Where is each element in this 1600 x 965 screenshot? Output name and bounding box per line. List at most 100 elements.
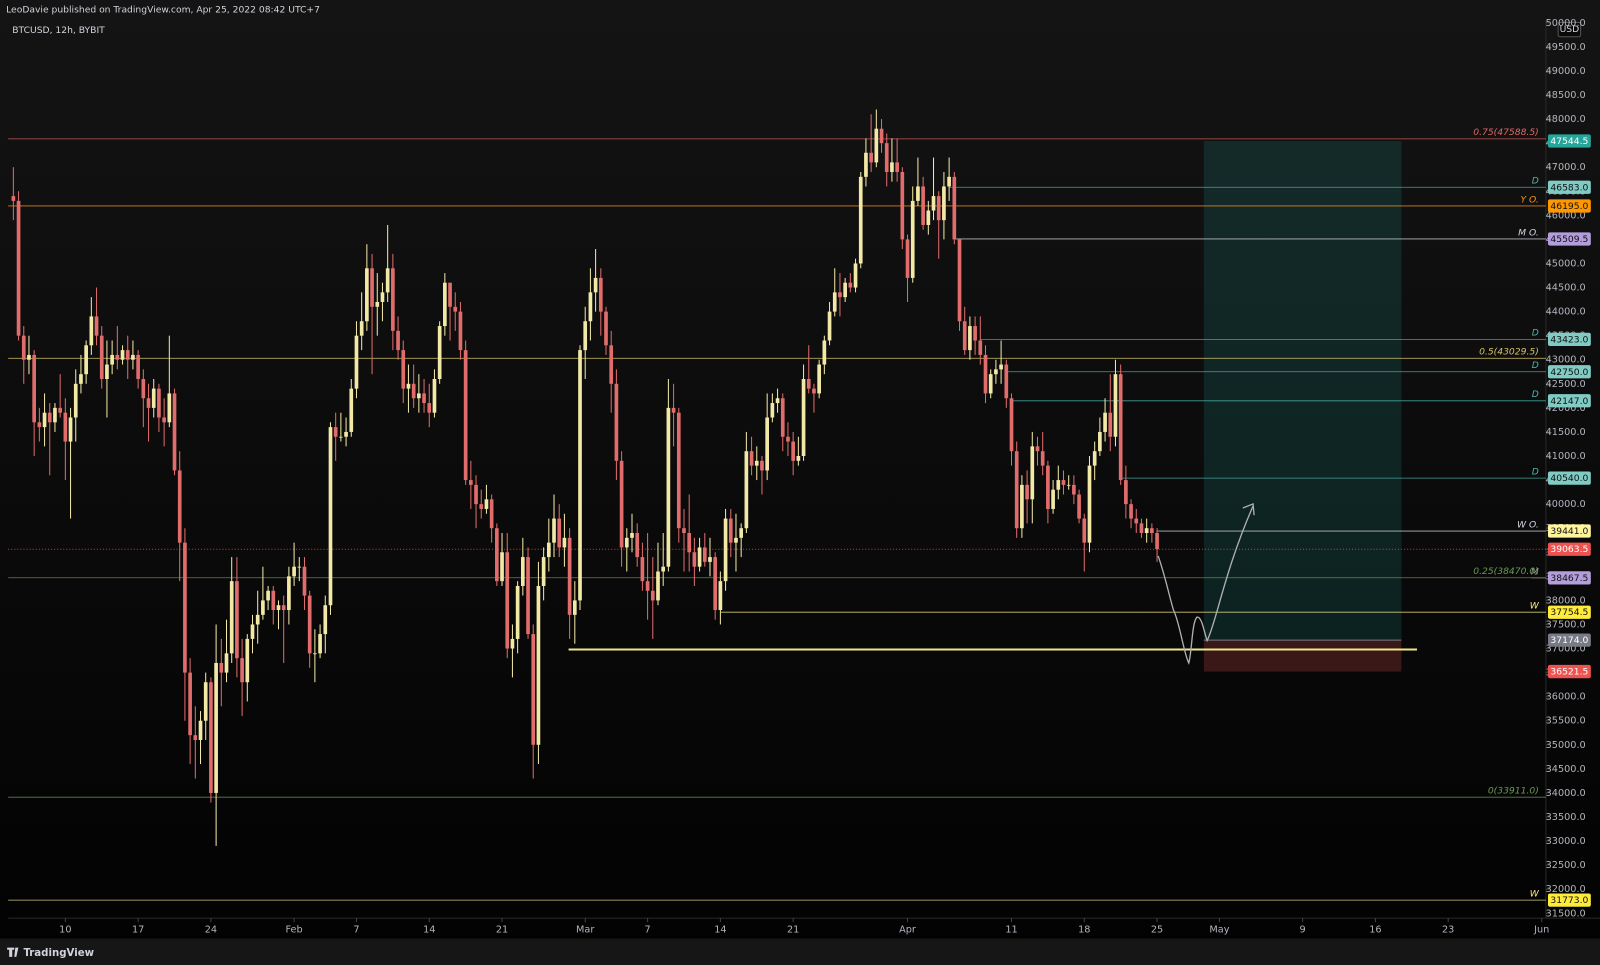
candle-body xyxy=(318,634,322,654)
price-tag xyxy=(1547,893,1591,907)
y-tick-label: 41000.0 xyxy=(1546,451,1586,462)
y-tick-label: 40000.0 xyxy=(1546,499,1586,510)
price-tag-label: 45509.5 xyxy=(1550,234,1588,245)
candle-body xyxy=(47,412,52,423)
candle-body xyxy=(1072,484,1076,495)
candle-body xyxy=(848,282,853,288)
candle-body xyxy=(494,528,499,582)
candle-body xyxy=(843,282,847,298)
price-tag-label: 46583.0 xyxy=(1550,182,1588,193)
candle-body xyxy=(682,528,686,534)
candle-body xyxy=(1082,518,1087,543)
y-tick-label: 42000.0 xyxy=(1546,403,1586,414)
candle-body xyxy=(1155,533,1159,550)
candle-body xyxy=(188,672,192,736)
candle-body xyxy=(900,172,905,240)
candle-body xyxy=(370,268,374,307)
candle-body xyxy=(552,518,556,543)
candle-body xyxy=(905,239,910,278)
candle-body xyxy=(1066,484,1071,486)
symbol-title: BTCUSD, 12h, BYBIT xyxy=(12,25,105,36)
candle-body xyxy=(229,581,234,654)
candle-body xyxy=(53,407,57,423)
candle-body xyxy=(266,590,270,601)
candle-body xyxy=(546,542,551,558)
candle-body xyxy=(999,364,1003,370)
y-tick-label: 33500.0 xyxy=(1546,812,1586,823)
candle-body xyxy=(520,557,525,586)
currency-box xyxy=(1557,21,1582,38)
candle-body xyxy=(333,427,338,437)
candle-body xyxy=(749,451,754,466)
candle-body xyxy=(650,590,655,601)
candle-body xyxy=(780,398,785,437)
candle-body xyxy=(931,196,936,211)
candle-body xyxy=(84,345,88,375)
candle-body xyxy=(614,383,619,461)
candle-body xyxy=(723,518,728,582)
candle-body xyxy=(224,653,229,673)
candle-body xyxy=(162,417,166,423)
level-text: 0.25(38470.0) xyxy=(1473,566,1539,577)
candle-body xyxy=(666,407,671,567)
price-tag xyxy=(1547,365,1591,379)
candle-body xyxy=(339,436,343,438)
candle-body xyxy=(380,292,385,302)
candle-body xyxy=(448,282,452,307)
y-tick-label: 48500.0 xyxy=(1546,90,1586,101)
candle-body xyxy=(375,301,380,307)
candle-body xyxy=(817,364,821,394)
candle-body xyxy=(1009,398,1014,452)
y-tick-label: 36000.0 xyxy=(1546,692,1586,703)
candle-body xyxy=(32,354,36,423)
candle-body xyxy=(68,417,73,442)
level-text: W xyxy=(1530,601,1540,612)
x-tick-label: 25 xyxy=(1151,924,1163,935)
candle-body xyxy=(193,735,198,740)
candle-body xyxy=(120,350,125,360)
y-tick-label: 43000.0 xyxy=(1546,355,1586,366)
y-tick-label: 34500.0 xyxy=(1546,764,1586,775)
candle-body xyxy=(692,552,697,567)
candle-body xyxy=(443,282,447,327)
candle-body xyxy=(1098,431,1102,452)
price-axis: 31500.0 32000.0 32500.0 33000.0 33500.0 34000… xyxy=(59,18,1591,935)
candle-body xyxy=(827,311,832,341)
y-tick-label: 45000.0 xyxy=(1546,258,1586,269)
x-tick-label: 11 xyxy=(1005,924,1017,935)
candle-body xyxy=(37,422,42,428)
candle-body xyxy=(619,460,624,548)
y-tick-label: 44500.0 xyxy=(1546,283,1586,294)
y-tick-label: 49500.0 xyxy=(1546,42,1586,53)
currency: USD xyxy=(1560,24,1580,35)
candle-body xyxy=(458,311,463,351)
price-tag xyxy=(1547,542,1591,556)
price-tag-label: 39063.5 xyxy=(1550,544,1588,555)
x-tick-label: 23 xyxy=(1442,924,1454,935)
x-tick-label: Apr xyxy=(899,924,916,935)
candle-body xyxy=(1134,518,1139,524)
candles xyxy=(11,109,1159,846)
candle-body xyxy=(432,378,437,413)
candle-body xyxy=(1035,446,1040,452)
level-text: D xyxy=(1532,328,1539,339)
candle-body xyxy=(469,480,473,485)
price-tag xyxy=(1547,571,1591,585)
candle-body xyxy=(183,542,187,673)
candle-body xyxy=(63,412,68,442)
candle-body xyxy=(994,369,998,375)
candle-body xyxy=(879,128,884,144)
candle-body xyxy=(157,388,161,418)
projection-path xyxy=(1157,505,1254,665)
candle-body xyxy=(812,388,816,394)
price-tag-label: 46195.0 xyxy=(1550,201,1588,212)
price-tag xyxy=(1547,394,1591,408)
candle-body xyxy=(526,557,530,635)
candle-body xyxy=(167,393,172,423)
candle-body xyxy=(895,162,899,173)
candle-body xyxy=(365,268,369,322)
price-tag xyxy=(1547,633,1591,647)
candle-body xyxy=(708,557,712,562)
candle-body xyxy=(505,552,510,649)
